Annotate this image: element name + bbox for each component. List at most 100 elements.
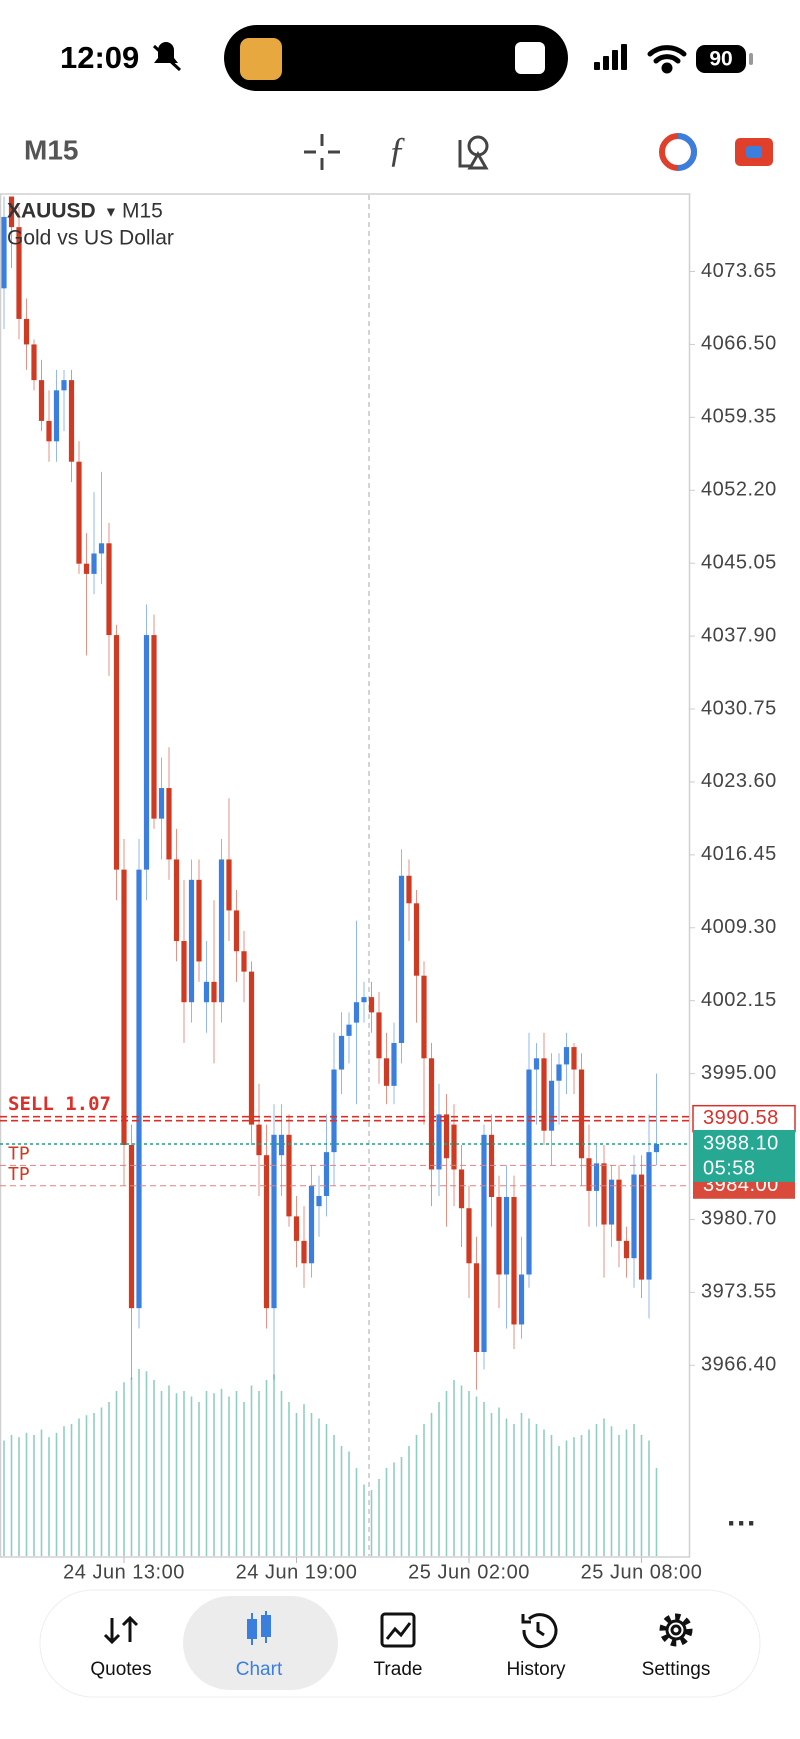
candle-body: [226, 859, 232, 911]
candle-body: [38, 380, 45, 421]
candle-body: [353, 1002, 360, 1023]
candle-body: [46, 420, 52, 442]
candle-body: [458, 1169, 465, 1209]
x-tick-label: 24 Jun 13:00: [63, 1561, 185, 1583]
candle-body: [218, 859, 225, 1003]
candle-body: [68, 380, 75, 462]
candle-body: [638, 1174, 645, 1280]
candle-body: [53, 390, 60, 442]
candle-body: [113, 635, 120, 870]
candle-body: [181, 941, 187, 1003]
y-tick-label: 4037.90: [701, 624, 777, 646]
candle-body: [91, 553, 97, 574]
candle-body: [631, 1174, 637, 1259]
y-tick-label: 3980.70: [701, 1208, 777, 1230]
trade-icon[interactable]: [380, 1612, 416, 1648]
more-button[interactable]: ···: [727, 1507, 757, 1540]
candle-body: [16, 227, 22, 319]
chart-icon[interactable]: [247, 1611, 271, 1645]
candle-body: [323, 1152, 330, 1196]
nav-label[interactable]: History: [506, 1659, 566, 1680]
y-tick-label: 4045.05: [701, 551, 777, 573]
candle-body: [481, 1134, 487, 1353]
candle-body: [346, 1024, 352, 1036]
bid-price-tag: [693, 1129, 795, 1182]
y-tick-label: 4023.60: [701, 770, 777, 792]
account-button[interactable]: [659, 133, 697, 171]
candle-body: [646, 1152, 652, 1280]
chart-timeframe: M15: [122, 200, 163, 223]
bar-countdown: 05:58: [703, 1157, 756, 1179]
candle-body: [526, 1069, 532, 1275]
bottom-nav: [39, 1589, 761, 1698]
candle-body: [271, 1134, 277, 1309]
candle-body: [203, 981, 210, 1003]
signal-icon: [594, 44, 627, 70]
sell-price-label: 3990.58: [703, 1107, 779, 1129]
x-tick-label: 24 Jun 19:00: [236, 1561, 358, 1583]
nav-label[interactable]: Quotes: [90, 1659, 151, 1680]
candle-body: [166, 788, 172, 860]
candle-body: [196, 879, 202, 962]
candle-body: [128, 1144, 135, 1309]
nav-label[interactable]: Trade: [374, 1659, 423, 1680]
trade-toggle-button[interactable]: [735, 138, 773, 166]
candle-body: [563, 1047, 570, 1065]
chart-plot: [0, 196, 689, 1556]
dynamic-island: [224, 25, 568, 91]
candle-body: [301, 1240, 307, 1264]
battery: [696, 45, 746, 73]
candle-body: [496, 1197, 502, 1275]
chart-description: Gold vs US Dollar: [7, 227, 174, 250]
nav-label-active[interactable]: Chart: [236, 1659, 283, 1680]
candle-body: [518, 1274, 525, 1325]
candle-body: [308, 1185, 315, 1264]
settings-icon[interactable]: [659, 1613, 693, 1647]
candle-body: [608, 1179, 615, 1225]
y-tick-label: 4009.30: [701, 916, 777, 938]
symbol-dropdown[interactable]: ▼: [104, 204, 118, 220]
candle-body: [61, 380, 67, 391]
chart-frame: [0, 193, 691, 1558]
candle-body: [338, 1035, 345, 1070]
candle-body: [556, 1064, 562, 1081]
bid-price-label: 3988.10: [703, 1132, 779, 1154]
candle-body: [413, 903, 420, 976]
candle-body: [616, 1179, 622, 1241]
candle-body: [383, 1058, 390, 1086]
candle-body: [571, 1047, 577, 1070]
candle-body: [421, 975, 427, 1059]
y-tick-label: 3973.55: [701, 1281, 777, 1303]
candle-body: [76, 461, 82, 564]
candle-body: [1, 216, 7, 289]
chart-symbol: XAUUSD: [7, 200, 96, 223]
objects-button[interactable]: [458, 135, 489, 170]
candle-body: [376, 1012, 382, 1059]
y-tick-label: 4052.20: [701, 479, 777, 501]
candle-body: [286, 1134, 292, 1217]
candle-body: [8, 196, 15, 228]
timeframe-button[interactable]: M15: [24, 134, 78, 165]
quotes-icon[interactable]: [103, 1615, 139, 1645]
x-tick-label: 25 Jun 08:00: [581, 1561, 703, 1583]
status-time: 12:09: [60, 40, 139, 75]
crosshair-button[interactable]: [304, 134, 340, 170]
candle-body: [533, 1058, 540, 1070]
y-tick-label: 3995.00: [701, 1062, 777, 1084]
nav-label[interactable]: Settings: [642, 1659, 711, 1680]
candle-body: [151, 635, 157, 819]
history-icon[interactable]: [521, 1613, 558, 1649]
candle-body: [398, 875, 405, 1044]
candle-body: [473, 1263, 480, 1353]
indicators-button[interactable]: ƒ: [388, 129, 406, 169]
candle-body: [548, 1080, 555, 1131]
candle-body: [241, 951, 247, 972]
wifi-icon: [647, 45, 687, 74]
candle-body: [578, 1069, 585, 1159]
candle-body: [278, 1134, 285, 1156]
candle-body: [586, 1158, 592, 1191]
candle-body: [143, 635, 150, 870]
candle-body: [436, 1114, 442, 1170]
